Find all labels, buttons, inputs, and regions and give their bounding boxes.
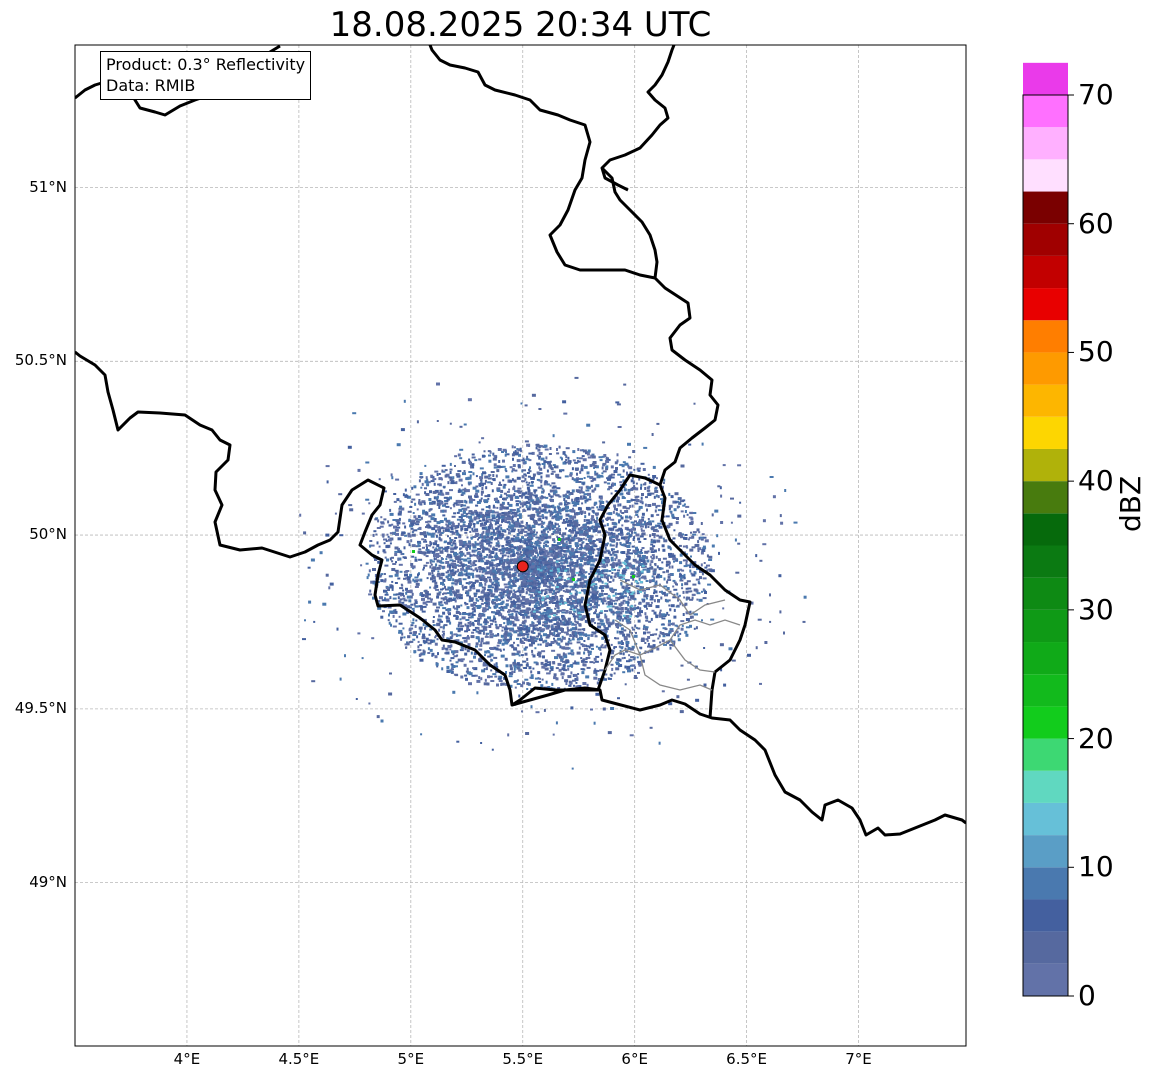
colorbar-swatch — [1023, 706, 1068, 739]
colorbar-tick-label: 70 — [1078, 78, 1114, 111]
colorbar — [1022, 62, 1074, 997]
colorbar-swatch — [1023, 320, 1068, 353]
colorbar-tick-label: 60 — [1078, 206, 1114, 240]
colorbar-swatch — [1023, 609, 1068, 643]
colorbar-swatch — [1023, 931, 1068, 964]
colorbar-swatch — [1023, 481, 1068, 514]
info-box: Product: 0.3° Reflectivity Data: RMIB — [100, 51, 312, 100]
colorbar-swatch — [1023, 867, 1068, 900]
colorbar-swatch — [1023, 95, 1068, 128]
lon-label: 6°E — [621, 1050, 648, 1068]
colorbar-swatch — [1023, 416, 1068, 449]
colorbar-tick-label: 30 — [1078, 592, 1114, 626]
lat-label: 49°N — [29, 872, 67, 891]
data-source-label: Data: RMIB — [106, 76, 196, 95]
colorbar-tick-label: 10 — [1078, 850, 1114, 884]
colorbar-swatch — [1023, 770, 1068, 803]
lon-label: 5°E — [397, 1050, 425, 1068]
colorbar-swatch — [1023, 448, 1068, 482]
colorbar-swatch — [1023, 159, 1068, 192]
colorbar-swatch — [1023, 963, 1068, 996]
colorbar-swatch — [1023, 835, 1068, 868]
colorbar-tick-label: 50 — [1078, 335, 1114, 369]
colorbar-tick-label: 20 — [1078, 721, 1114, 755]
border-nl-enclave — [600, 166, 659, 279]
colorbar-swatch — [1023, 899, 1068, 932]
lon-label: 4.5°E — [278, 1050, 320, 1068]
colorbar-swatch — [1023, 545, 1068, 578]
colorbar-swatch — [1023, 384, 1068, 417]
colorbar-swatch — [1023, 802, 1068, 836]
colorbar-swatch — [1023, 127, 1068, 160]
lon-label: 7°E — [845, 1050, 872, 1068]
colorbar-tick-label: 0 — [1078, 979, 1096, 1012]
colorbar-outline — [1022, 94, 1069, 997]
colorbar-swatch — [1023, 288, 1068, 321]
colorbar-swatch — [1023, 352, 1068, 385]
border-fr-be-west — [75, 350, 966, 837]
lat-label: 50°N — [29, 525, 67, 544]
lat-label: 50.5°N — [14, 351, 67, 370]
product-label: Product: 0.3° Reflectivity — [106, 55, 306, 74]
lon-label: 5.5°E — [502, 1050, 544, 1068]
border-lu-subdivisions — [604, 579, 741, 691]
colorbar-swatch — [1023, 577, 1068, 610]
lat-label: 49.5°N — [14, 698, 67, 717]
colorbar-swatch — [1023, 191, 1068, 224]
colorbar-swatch — [1023, 674, 1068, 707]
border-be-de-north — [428, 45, 720, 486]
lon-label: 4°E — [173, 1050, 201, 1068]
colorbar-tick-label: 40 — [1078, 464, 1114, 498]
colorbar-unit-label: dBZ — [1114, 475, 1147, 532]
map-title: 18.08.2025 20:34 UTC — [329, 5, 712, 45]
colorbar-swatch — [1023, 62, 1068, 95]
gridlines — [75, 45, 966, 1046]
colorbar-swatch — [1023, 738, 1068, 771]
border-be-lu-de — [511, 473, 752, 719]
radar-site-dot — [516, 560, 529, 573]
colorbar-swatch — [1023, 642, 1068, 675]
lat-label: 51°N — [29, 177, 67, 196]
colorbar-swatch — [1023, 223, 1068, 256]
radar-site-marker — [516, 560, 529, 573]
lon-label: 6.5°E — [726, 1050, 768, 1068]
colorbar-swatch — [1023, 513, 1068, 546]
colorbar-swatch — [1023, 255, 1068, 289]
map-frame — [74, 44, 967, 1047]
